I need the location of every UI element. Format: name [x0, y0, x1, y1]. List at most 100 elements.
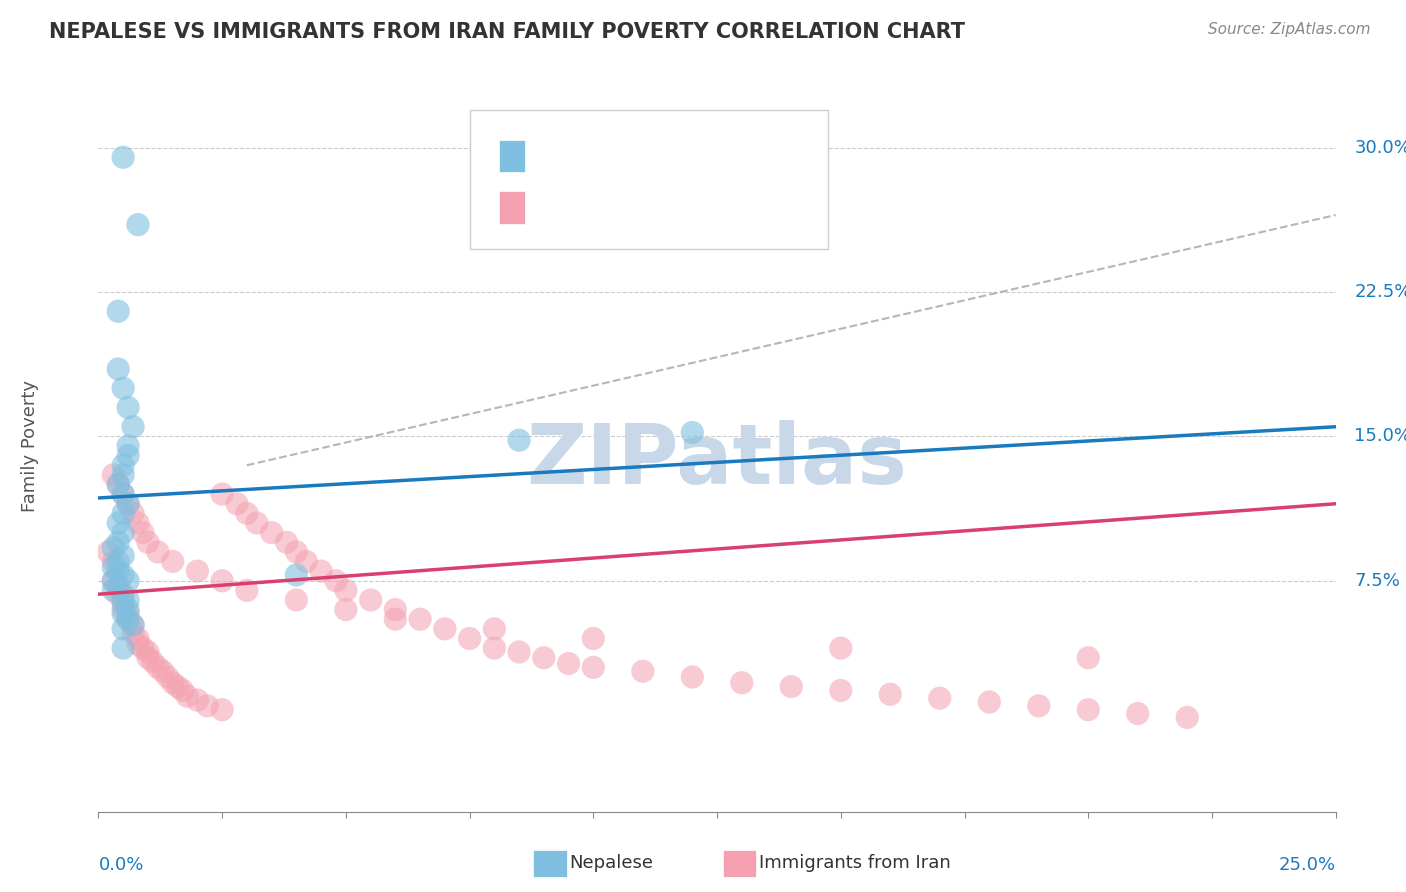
Point — [162, 675, 184, 690]
FancyBboxPatch shape — [499, 140, 524, 172]
Point — [107, 564, 129, 578]
Point — [127, 637, 149, 651]
Point — [103, 554, 125, 568]
Point — [117, 593, 139, 607]
Point — [830, 683, 852, 698]
Point — [112, 525, 135, 540]
Point — [236, 583, 259, 598]
Point — [112, 597, 135, 611]
Point — [107, 580, 129, 594]
Text: NEPALESE VS IMMIGRANTS FROM IRAN FAMILY POVERTY CORRELATION CHART: NEPALESE VS IMMIGRANTS FROM IRAN FAMILY … — [49, 22, 965, 42]
Point — [152, 664, 174, 678]
Point — [928, 691, 950, 706]
Point — [830, 641, 852, 656]
Point — [186, 693, 208, 707]
Point — [172, 683, 194, 698]
Point — [112, 607, 135, 621]
Point — [117, 602, 139, 616]
Point — [236, 507, 259, 521]
Point — [117, 574, 139, 588]
Point — [112, 458, 135, 473]
Point — [285, 593, 308, 607]
Point — [384, 602, 406, 616]
Point — [295, 554, 318, 568]
Point — [107, 587, 129, 601]
Text: R =  0.143    N = 40: R = 0.143 N = 40 — [544, 143, 758, 161]
Point — [132, 525, 155, 540]
Point — [103, 560, 125, 574]
Point — [136, 645, 159, 659]
Point — [117, 497, 139, 511]
Point — [132, 641, 155, 656]
Point — [211, 574, 233, 588]
Point — [211, 487, 233, 501]
Point — [122, 618, 145, 632]
Point — [122, 419, 145, 434]
Point — [979, 695, 1001, 709]
Point — [360, 593, 382, 607]
Point — [879, 687, 901, 701]
Point — [107, 580, 129, 594]
Point — [112, 487, 135, 501]
Point — [195, 698, 218, 713]
FancyBboxPatch shape — [499, 191, 524, 224]
Text: 30.0%: 30.0% — [1354, 138, 1406, 157]
Point — [731, 675, 754, 690]
Point — [166, 680, 188, 694]
Point — [176, 690, 198, 704]
Point — [533, 650, 555, 665]
Point — [112, 641, 135, 656]
Point — [246, 516, 269, 530]
Text: 15.0%: 15.0% — [1354, 427, 1406, 445]
Point — [112, 587, 135, 601]
Point — [136, 650, 159, 665]
Text: Nepalese: Nepalese — [569, 855, 654, 872]
Point — [681, 670, 703, 684]
Point — [117, 497, 139, 511]
Point — [325, 574, 347, 588]
Point — [1126, 706, 1149, 721]
Point — [484, 641, 506, 656]
Point — [117, 401, 139, 415]
Point — [631, 664, 654, 678]
Point — [103, 541, 125, 555]
Point — [508, 645, 530, 659]
Point — [142, 655, 165, 669]
Text: 0.0%: 0.0% — [98, 855, 143, 873]
Point — [260, 525, 283, 540]
Point — [335, 583, 357, 598]
Point — [1077, 650, 1099, 665]
Point — [136, 535, 159, 549]
Point — [508, 434, 530, 448]
Point — [582, 660, 605, 674]
Point — [107, 535, 129, 549]
Point — [309, 564, 332, 578]
Point — [285, 568, 308, 582]
Point — [211, 703, 233, 717]
Point — [458, 632, 481, 646]
Point — [127, 516, 149, 530]
Point — [1077, 703, 1099, 717]
Point — [122, 625, 145, 640]
Text: Immigrants from Iran: Immigrants from Iran — [759, 855, 950, 872]
Point — [276, 535, 298, 549]
Point — [484, 622, 506, 636]
Text: ZIPatlas: ZIPatlas — [527, 420, 907, 501]
Point — [557, 657, 579, 671]
Point — [112, 593, 135, 607]
FancyBboxPatch shape — [470, 110, 828, 249]
Point — [107, 477, 129, 491]
Point — [117, 449, 139, 463]
Point — [103, 574, 125, 588]
Point — [384, 612, 406, 626]
Text: R =  0.246    N = 80: R = 0.246 N = 80 — [544, 192, 758, 211]
Point — [112, 622, 135, 636]
Point — [409, 612, 432, 626]
Point — [112, 467, 135, 482]
Point — [107, 362, 129, 376]
Point — [285, 545, 308, 559]
Text: Family Poverty: Family Poverty — [21, 380, 39, 512]
Point — [122, 618, 145, 632]
Point — [226, 497, 249, 511]
Point — [127, 218, 149, 232]
